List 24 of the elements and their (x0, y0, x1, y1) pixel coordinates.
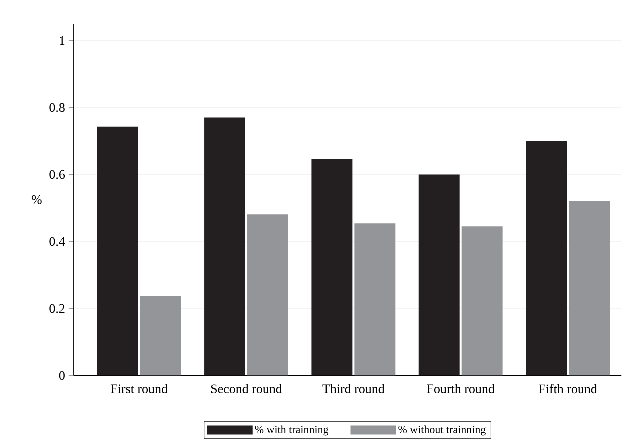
bar (204, 118, 246, 376)
bar (97, 126, 138, 376)
x-tick-label: First round (111, 384, 168, 394)
bar (569, 202, 610, 376)
y-tick-label: 0.6 (50, 170, 66, 180)
legend-label: % with trainning (255, 426, 329, 436)
y-axis-title: % (32, 196, 42, 204)
bar (312, 159, 353, 376)
y-tick-label: 0.2 (50, 304, 65, 314)
x-tick-label: Fifth round (538, 384, 598, 394)
y-tick-label: 0.4 (50, 237, 66, 246)
bar (140, 296, 182, 376)
y-tick-label: 1 (60, 36, 65, 46)
bar (354, 224, 396, 376)
x-tick-label: Fourth round (427, 384, 495, 394)
legend-label: % without trainning (398, 426, 486, 436)
bar (248, 214, 288, 376)
bar (418, 174, 460, 376)
x-tick-label: Second round (211, 384, 282, 394)
y-tick-label: 0.8 (50, 103, 65, 112)
x-tick-label: Third round (322, 384, 385, 394)
y-tick-label: 0 (59, 372, 65, 380)
bar (462, 226, 503, 376)
bar (526, 141, 568, 376)
